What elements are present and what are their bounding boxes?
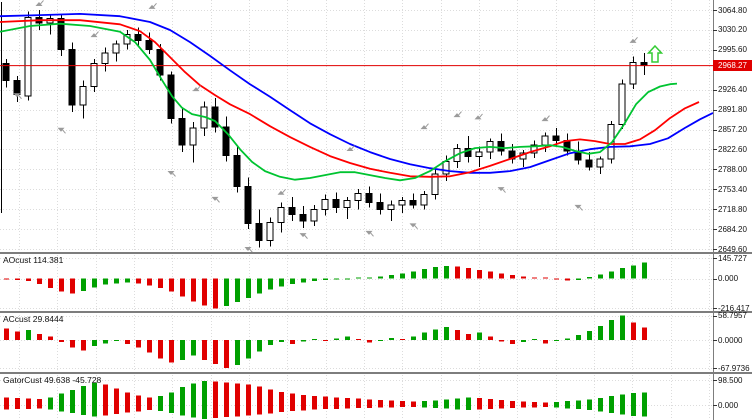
alligator-jaw-line xyxy=(0,13,714,174)
indicator-label-gatorcust: GatorCust 49.638 -45.728 xyxy=(3,375,102,385)
panel-separator[interactable] xyxy=(0,252,752,254)
price-axis-label: 2926.40 xyxy=(718,85,747,95)
price-axis-label: 2753.40 xyxy=(718,184,747,194)
indicator-axis-label: 0.000 xyxy=(718,274,739,283)
panel-separator[interactable] xyxy=(0,372,752,374)
buy-signal-arrow-icon xyxy=(646,44,664,63)
indicator-label-aocust: AOcust 114.381 xyxy=(3,255,64,265)
price-axis-label: 2857.20 xyxy=(718,125,747,135)
price-axis-label: 3064.80 xyxy=(718,5,747,15)
panel-gridlines xyxy=(0,258,713,406)
alligator-lips-line xyxy=(0,22,678,182)
indicator-label-accust: ACcust 29.8444 xyxy=(3,314,64,324)
current-price-tag: 2968.27 xyxy=(713,60,752,72)
fractal-arrows xyxy=(13,0,638,253)
histogram xyxy=(4,315,647,369)
indicator-axis-label: 58.7957 xyxy=(718,311,747,321)
indicator-axis-label: -216.417 xyxy=(718,303,750,313)
histogram xyxy=(4,262,647,309)
price-axis-label: 2718.80 xyxy=(718,204,747,214)
indicator-axis-label: 0.000 xyxy=(718,400,739,410)
price-axis-label: 2995.60 xyxy=(718,45,747,55)
indicator-axis-label: -67.9736 xyxy=(718,363,750,373)
grid xyxy=(0,0,713,420)
indicator-axis-label: 145.727 xyxy=(718,253,747,263)
price-axis-label: 2822.60 xyxy=(718,144,747,154)
indicator-axis-label: 0.0000 xyxy=(718,335,743,345)
axis-ticks xyxy=(713,10,717,406)
price-axis-label: 2788.00 xyxy=(718,164,747,174)
indicator-axis-label: 98.500 xyxy=(718,375,743,385)
histogram xyxy=(4,380,647,405)
price-axis-label: 2684.20 xyxy=(718,224,747,234)
price-axis-label: 2891.80 xyxy=(718,105,747,115)
price-axis-label: 3030.20 xyxy=(718,25,747,35)
price-axis-label: 2649.60 xyxy=(718,244,747,254)
panel-separator[interactable] xyxy=(0,311,752,313)
candlesticks xyxy=(2,9,648,248)
histogram xyxy=(4,405,647,419)
